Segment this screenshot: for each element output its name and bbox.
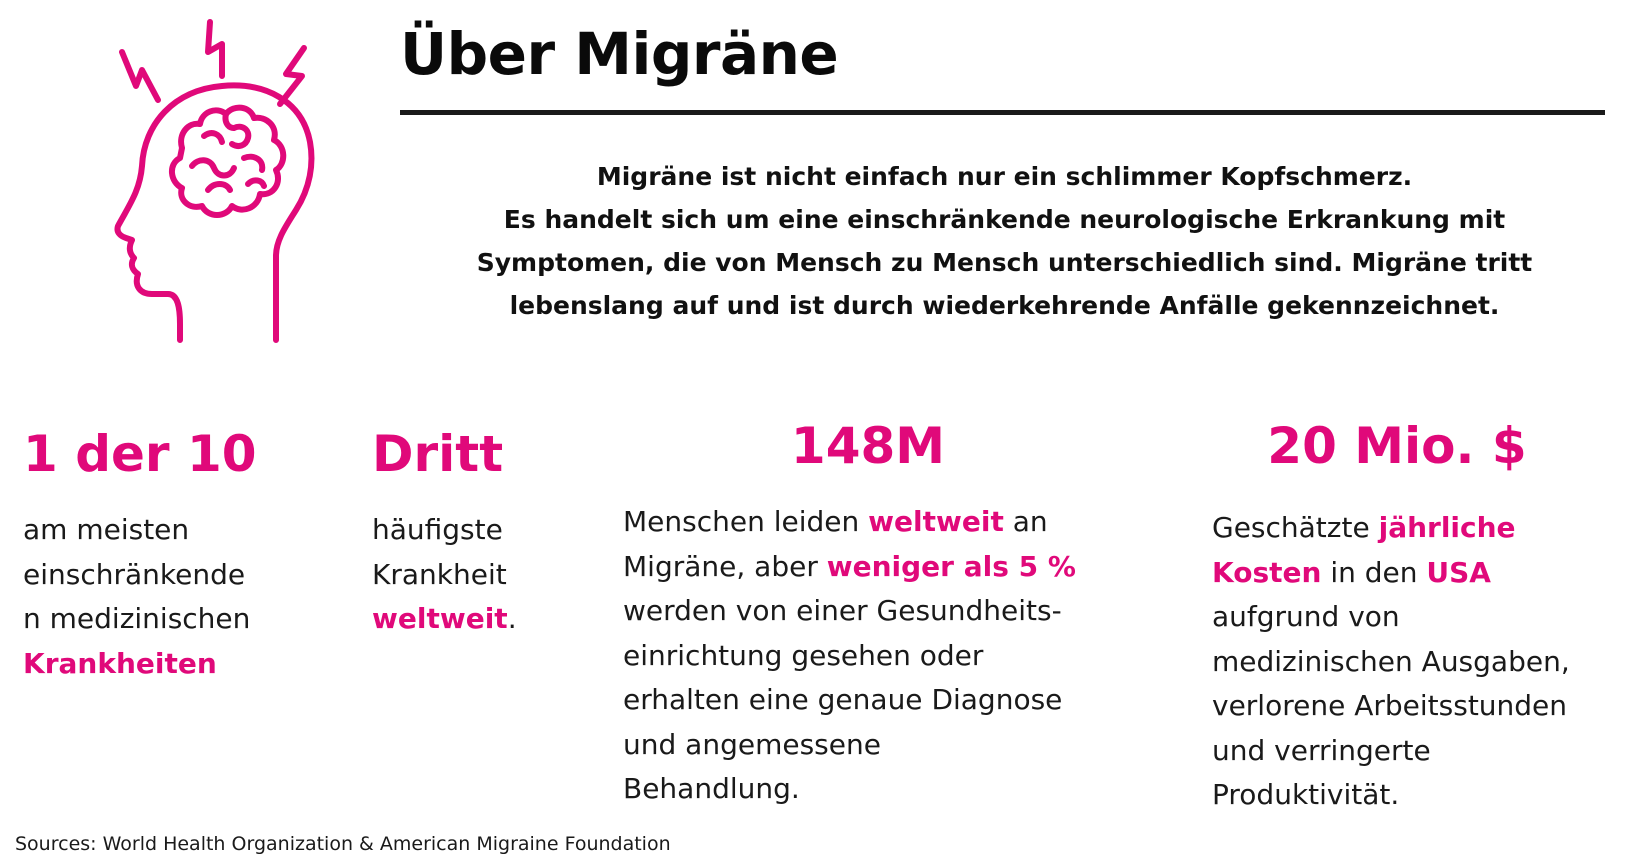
- stat-value: 148M: [790, 417, 946, 475]
- body-text: Produktivität.: [1212, 778, 1400, 811]
- stat-description-line: medizinischen Ausgaben,: [1212, 640, 1642, 685]
- intro-line: lebenslang auf und ist durch wiederkehre…: [509, 291, 1500, 320]
- stat-description-line: aufgrund von: [1212, 595, 1642, 640]
- body-text: und angemessene: [623, 727, 881, 761]
- stat-description-line: einrichtung gesehen oder: [623, 634, 1143, 679]
- body-text: Krankheit: [372, 557, 507, 591]
- highlight-text: Krankheiten: [23, 646, 217, 680]
- page-title: Über Migräne: [400, 20, 839, 88]
- stat-description-line: und verringerte: [1212, 729, 1642, 774]
- body-text: Migräne, aber: [623, 549, 827, 583]
- body-text: Behandlung.: [623, 772, 800, 805]
- body-text: n medizinischen: [23, 602, 251, 635]
- body-text: medizinischen Ausgaben,: [1212, 644, 1570, 678]
- highlight-text: weltweit: [868, 505, 1004, 538]
- body-text: einschränkende: [23, 557, 246, 591]
- highlight-text: weltweit: [372, 602, 508, 635]
- stat-description: Menschen leiden weltweit an Migräne, aber…: [623, 500, 1143, 812]
- stat-description-line: Menschen leiden weltweit an: [623, 500, 1143, 545]
- stat-description-line: Kosten in den USA: [1212, 551, 1642, 596]
- stat-value: Dritt: [372, 425, 504, 483]
- stat-description: Geschätzte jährliche Kosten in den USA auf…: [1212, 506, 1642, 818]
- highlight-text: Kosten: [1212, 555, 1322, 589]
- body-text: einrichtung gesehen oder: [623, 638, 984, 672]
- intro-line: Migräne ist nicht einfach nur ein schlim…: [596, 162, 1413, 191]
- body-text: Geschätzte: [1212, 511, 1379, 544]
- stat-description-line: weltweit.: [372, 597, 582, 642]
- stat-description-line: Krankheit: [372, 553, 582, 598]
- stat-description-line: Krankheiten: [23, 642, 323, 687]
- intro-text: Migräne ist nicht einfach nur ein schlim…: [392, 155, 1617, 327]
- stat-description-line: einschränkende: [23, 553, 323, 598]
- stat-description-line: verlorene Arbeitsstunden: [1212, 684, 1642, 729]
- body-text: häufigste: [372, 513, 503, 546]
- highlight-text: USA: [1426, 555, 1491, 589]
- stat-description-line: erhalten eine genaue Diagnose: [623, 678, 1143, 723]
- body-text: erhalten eine genaue Diagnose: [623, 683, 1063, 716]
- stat-description-line: und angemessene: [623, 723, 1143, 768]
- stat-block-20-mio: 20 Mio. $ Geschätzte jährliche Kosten in …: [1212, 416, 1642, 818]
- sources-footnote: Sources: World Health Organization & Ame…: [15, 833, 671, 855]
- highlight-text: weniger als 5 %: [826, 549, 1076, 583]
- stat-description-line: Produktivität.: [1212, 773, 1642, 818]
- stat-description-line: Behandlung.: [623, 767, 1143, 812]
- stat-description-line: Geschätzte jährliche: [1212, 506, 1642, 551]
- body-text: verlorene Arbeitsstunden: [1212, 689, 1568, 722]
- stat-description-line: am meisten: [23, 508, 323, 553]
- stat-description-line: n medizinischen: [23, 597, 323, 642]
- intro-line: Es handelt sich um eine einschränkende n…: [503, 205, 1506, 234]
- body-text: an: [1003, 505, 1048, 538]
- body-text: am meisten: [23, 513, 190, 546]
- stat-block-148m: 148M Menschen leiden weltweit an Migräne,…: [623, 416, 1143, 812]
- title-divider: [400, 110, 1605, 115]
- body-text: und verringerte: [1212, 733, 1431, 767]
- stat-value: 20 Mio. $: [1267, 417, 1527, 475]
- highlight-text: jährliche: [1378, 511, 1516, 544]
- head-brain-icon: [114, 19, 315, 343]
- body-text: Menschen leiden: [623, 505, 869, 538]
- body-text: .: [507, 602, 517, 635]
- stat-description-line: häufigste: [372, 508, 582, 553]
- stat-block-1-der-10: 1 der 10 am meisten einschränkende n mediz…: [23, 424, 323, 686]
- intro-line: Symptomen, die von Mensch zu Mensch unte…: [476, 248, 1533, 277]
- stat-value: 1 der 10: [23, 425, 257, 483]
- body-text: aufgrund von: [1212, 600, 1400, 633]
- body-text: werden von einer Gesundheits-: [623, 594, 1062, 627]
- stat-description-line: Migräne, aber weniger als 5 %: [623, 545, 1143, 590]
- stat-block-dritt: Dritt häufigste Krankheit weltweit.: [372, 424, 582, 642]
- stat-description: häufigste Krankheit weltweit.: [372, 508, 582, 642]
- body-text: in den: [1321, 555, 1427, 589]
- stat-description-line: werden von einer Gesundheits-: [623, 589, 1143, 634]
- stat-description: am meisten einschränkende n medizinischen K…: [23, 508, 323, 686]
